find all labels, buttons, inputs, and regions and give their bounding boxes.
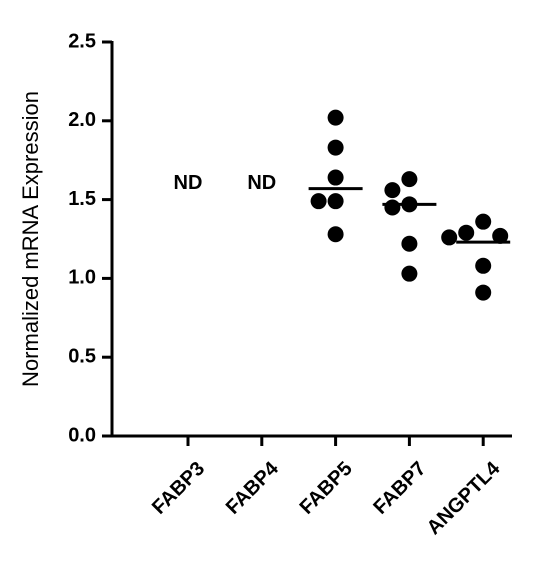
y-tick-label: 0.5 — [68, 345, 96, 367]
data-point — [327, 139, 344, 156]
x-tick-label: ANGPTL4 — [423, 457, 505, 539]
y-tick-label: 2.0 — [68, 109, 96, 131]
data-point — [310, 193, 327, 210]
data-point — [475, 284, 492, 301]
y-tick-label: 0.0 — [68, 424, 96, 446]
x-tick-label: FABP7 — [369, 458, 430, 519]
data-point — [327, 193, 344, 210]
y-tick-label: 2.5 — [68, 30, 96, 52]
data-point — [384, 182, 401, 199]
annotation: ND — [247, 172, 276, 194]
annotation: ND — [174, 172, 203, 194]
data-point — [384, 199, 401, 216]
y-axis-label: Normalized mRNA Expression — [18, 91, 43, 387]
x-tick-label: FABP3 — [148, 458, 209, 519]
data-point — [492, 227, 509, 244]
data-point — [327, 109, 344, 126]
data-point — [401, 265, 418, 282]
data-point — [327, 169, 344, 186]
data-point — [327, 226, 344, 243]
y-tick-label: 1.5 — [68, 188, 96, 210]
x-tick-label: FABP5 — [296, 458, 357, 519]
data-point — [458, 224, 475, 241]
data-point — [441, 229, 458, 246]
data-point — [475, 213, 492, 230]
data-point — [475, 257, 492, 274]
data-point — [401, 235, 418, 252]
y-tick-label: 1.0 — [68, 267, 96, 289]
data-point — [401, 171, 418, 188]
x-tick-label: FABP4 — [222, 457, 284, 519]
